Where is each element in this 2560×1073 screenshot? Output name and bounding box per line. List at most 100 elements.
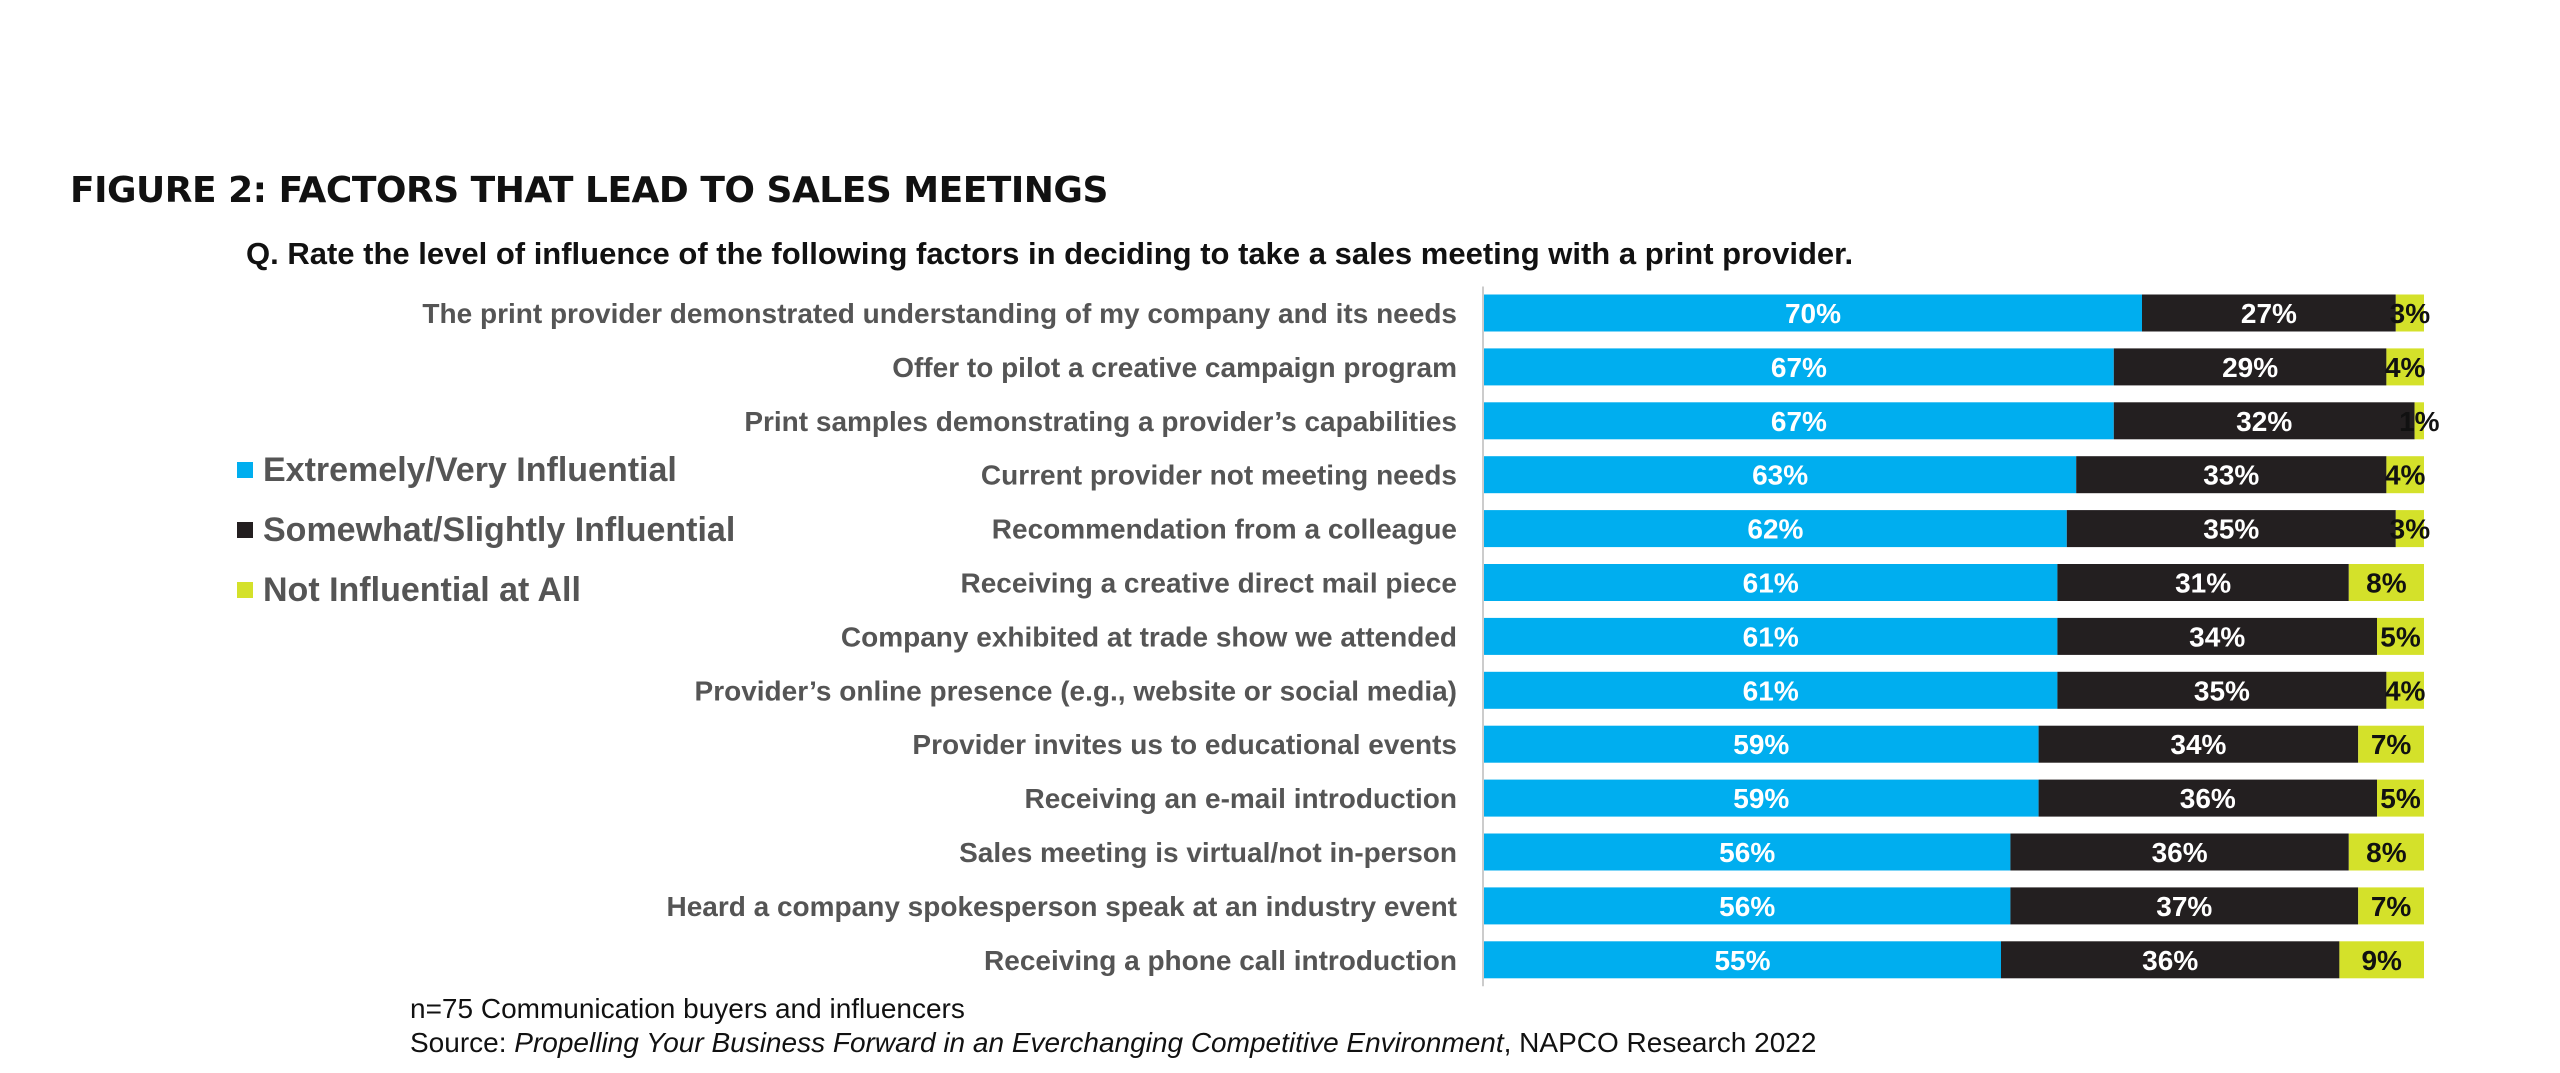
bar-segment (1484, 294, 2142, 332)
chart-rows: The print provider demonstrated understa… (422, 286, 2440, 987)
legend-swatch (237, 462, 253, 478)
data-label: 8% (2366, 837, 2407, 868)
data-label: 36% (2142, 945, 2198, 976)
data-label: 3% (2390, 298, 2431, 329)
bar-segment (2010, 887, 2359, 925)
legend-swatch (237, 522, 253, 538)
bar-segment (1484, 833, 2011, 871)
bar-segment (2113, 402, 2415, 440)
data-label: 36% (2180, 783, 2236, 814)
bar-segment (2386, 348, 2424, 386)
data-label: 4% (2385, 352, 2426, 383)
data-label: 5% (2380, 783, 2421, 814)
bar-segment (2339, 941, 2424, 979)
bar-row: Offer to pilot a creative campaign progr… (892, 348, 2426, 386)
category-label: Receiving an e-mail introduction (1024, 783, 1457, 814)
data-label: 29% (2222, 352, 2278, 383)
bar-segment (1484, 887, 2011, 925)
legend-label: Somewhat/Slightly Influential (263, 510, 736, 549)
data-label: 59% (1733, 783, 1789, 814)
data-label: 35% (2203, 514, 2259, 545)
bar-segment (2001, 941, 2340, 979)
bar-segment (2057, 617, 2377, 655)
data-label: 1% (2399, 406, 2440, 437)
bar-row: Print samples demonstrating a provider’s… (744, 402, 2440, 440)
bar-segment (1484, 779, 2039, 817)
bar-row: Provider’s online presence (e.g., websit… (695, 671, 2426, 709)
data-label: 31% (2175, 568, 2231, 599)
data-label: 61% (1743, 568, 1799, 599)
bar-row: Heard a company spokesperson speak at an… (666, 887, 2424, 925)
data-label: 62% (1747, 514, 1803, 545)
legend-item: Somewhat/Slightly Influential (237, 500, 735, 560)
category-label: Receiving a creative direct mail piece (961, 568, 1457, 599)
chart-question: Q. Rate the level of influence of the fo… (246, 236, 1854, 271)
category-label: Print samples demonstrating a provider’s… (744, 406, 1457, 437)
data-label: 27% (2241, 298, 2297, 329)
bar-segment (2386, 456, 2424, 494)
data-label: 3% (2390, 514, 2431, 545)
bar-segment (1484, 564, 2058, 601)
source-note: Source: Propelling Your Business Forward… (410, 1026, 1816, 1060)
bar-segment (2038, 779, 2377, 817)
bar-segment (1484, 402, 2114, 440)
data-label: 56% (1719, 891, 1775, 922)
bar-segment (2348, 564, 2424, 601)
bar-segment (2038, 725, 2359, 763)
bar-segment (2414, 402, 2424, 440)
bar-row: Receiving an e-mail introduction 59% 36% 5% (1024, 779, 2424, 817)
category-label: Sales meeting is virtual/not in-person (959, 837, 1457, 868)
data-label: 37% (2156, 891, 2212, 922)
data-label: 36% (2152, 837, 2208, 868)
bar-segment (2057, 671, 2387, 709)
category-label: Recommendation from a colleague (992, 514, 1457, 545)
bar-row: Recommendation from a colleague 62% 35% 3% (992, 510, 2431, 548)
data-label: 8% (2366, 568, 2407, 599)
data-label: 32% (2236, 406, 2292, 437)
data-label: 55% (1714, 945, 1770, 976)
source-prefix: Source: (410, 1027, 515, 1058)
legend-label: Extremely/Very Influential (263, 450, 677, 489)
data-label: 67% (1771, 352, 1827, 383)
bar-segment (2395, 510, 2424, 548)
data-label: 4% (2385, 675, 2426, 706)
sample-note: n=75 Communication buyers and influencer… (410, 993, 965, 1024)
bar-segment (1484, 617, 2058, 655)
bar-segment (2066, 510, 2396, 548)
bar-row: Company exhibited at trade show we atten… (841, 617, 2424, 655)
data-label: 63% (1752, 460, 1808, 491)
footnote: n=75 Communication buyers and influencer… (410, 992, 1816, 1060)
category-label: Receiving a phone call introduction (984, 945, 1457, 976)
bar-row: The print provider demonstrated understa… (422, 294, 2431, 332)
data-label: 34% (2189, 621, 2245, 652)
bar-segment (2395, 294, 2424, 332)
legend-item: Extremely/Very Influential (237, 440, 735, 500)
bar-segment (1484, 510, 2067, 548)
bar-row: Provider invites us to educational event… (912, 725, 2424, 763)
legend-swatch (237, 582, 253, 598)
data-label: 4% (2385, 460, 2426, 491)
data-label: 67% (1771, 406, 1827, 437)
source-title: Propelling Your Business Forward in an E… (514, 1027, 1504, 1058)
data-label: 5% (2380, 621, 2421, 652)
data-label: 35% (2194, 675, 2250, 706)
bar-segment (1484, 348, 2114, 386)
data-label: 34% (2170, 729, 2226, 760)
chart-legend: Extremely/Very Influential Somewhat/Sligh… (237, 440, 735, 620)
figure-title: FIGURE 2: FACTORS THAT LEAD TO SALES MEE… (70, 170, 1108, 211)
data-label: 59% (1733, 729, 1789, 760)
bar-segment (1484, 725, 2039, 763)
data-label: 33% (2203, 460, 2259, 491)
bar-segment (1484, 671, 2058, 709)
category-label: Provider’s online presence (e.g., websit… (695, 675, 1457, 706)
bar-segment (2358, 725, 2424, 763)
category-label: Provider invites us to educational event… (912, 729, 1457, 760)
data-label: 70% (1785, 298, 1841, 329)
bar-row: Receiving a phone call introduction 55% 36… (984, 941, 2424, 979)
bar-segment (2348, 833, 2424, 871)
bar-row: Sales meeting is virtual/not in-person 56… (959, 833, 2424, 871)
data-label: 7% (2371, 891, 2412, 922)
bar-segment (2386, 671, 2424, 709)
bar-segment (2076, 456, 2387, 494)
bar-segment (2377, 617, 2424, 655)
